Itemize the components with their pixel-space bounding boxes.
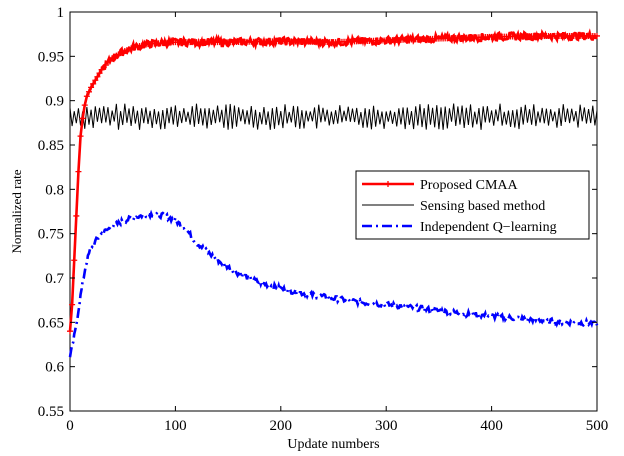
x-tick-label: 200 xyxy=(270,418,293,434)
legend-label: Sensing based method xyxy=(420,199,545,214)
x-tick-label: 0 xyxy=(66,418,74,434)
cmaa-marker xyxy=(85,88,92,95)
x-tick-label: 500 xyxy=(586,418,609,434)
cmaa-marker xyxy=(92,77,99,84)
series-line-sensing xyxy=(69,103,598,130)
cmaa-marker xyxy=(83,93,90,100)
y-tick-label: 0.95 xyxy=(38,49,64,65)
cmaa-markers xyxy=(67,32,600,335)
series-line-qlearning xyxy=(68,209,599,358)
y-tick-label: 0.55 xyxy=(38,404,64,420)
cmaa-marker xyxy=(79,115,86,122)
y-tick-label: 1 xyxy=(57,5,65,21)
tick-layer: 0 100 200 300 400 500 0.55 0.6 0.65 0.7 0.75 0.8 0.8… xyxy=(38,5,609,434)
y-axis-label: Normalized rate xyxy=(9,169,24,253)
cmaa-marker xyxy=(88,84,95,91)
cmaa-marker xyxy=(77,133,84,140)
cmaa-marker xyxy=(81,102,88,109)
cmaa-marker xyxy=(69,301,76,308)
legend-marker xyxy=(385,181,391,187)
cmaa-marker xyxy=(94,73,101,80)
y-tick-label: 0.6 xyxy=(45,360,64,376)
legend-label: Proposed CMAA xyxy=(420,178,519,193)
cmaa-marker xyxy=(75,168,82,175)
x-tick-label: 300 xyxy=(375,418,398,434)
cmaa-marker xyxy=(73,212,80,219)
legend-label: Independent Q−learning xyxy=(420,220,557,235)
y-tick-label: 0.65 xyxy=(38,315,64,331)
series-layer xyxy=(67,28,600,358)
x-tick-label: 100 xyxy=(164,418,187,434)
cmaa-marker xyxy=(71,257,78,264)
y-tick-label: 0.75 xyxy=(38,227,64,243)
cmaa-marker xyxy=(90,80,97,87)
cmaa-marker xyxy=(594,32,600,39)
x-tick-label: 400 xyxy=(480,418,503,434)
y-tick-label: 0.9 xyxy=(45,94,64,110)
x-axis-label: Update numbers xyxy=(287,437,379,452)
y-tick-label: 0.85 xyxy=(38,138,64,154)
cmaa-marker xyxy=(67,328,73,335)
y-tick-label: 0.8 xyxy=(45,182,64,198)
y-tick-label: 0.7 xyxy=(45,271,64,287)
legend: Proposed CMAA Sensing based method Indepen… xyxy=(355,170,590,240)
cmaa-marker xyxy=(96,70,103,77)
